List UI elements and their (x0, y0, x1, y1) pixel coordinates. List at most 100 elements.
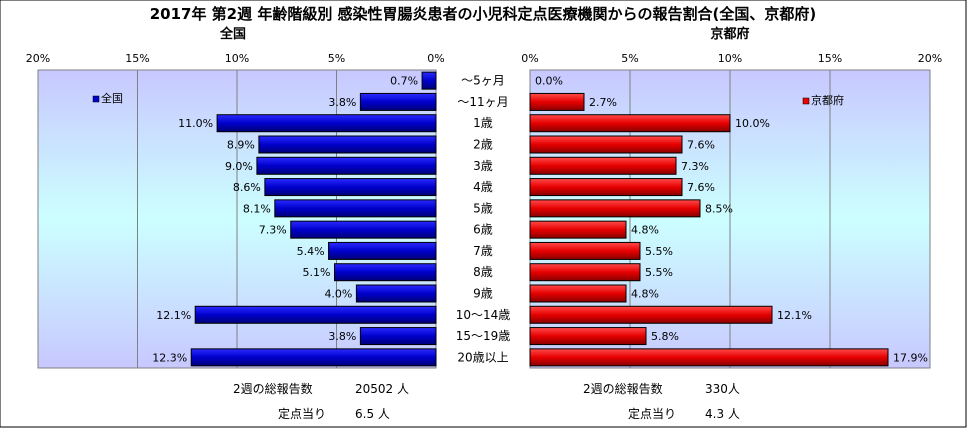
kyoto-legend: 京都府 (802, 93, 844, 107)
national-tick-label: 20% (26, 52, 50, 65)
age-category-labels: ～5ヶ月 ～11ヶ月 1歳 2歳 3歳 4歳 5歳 6歳 7歳 8歳 9歳 10～14歳 15～19歳 2… (456, 74, 511, 365)
kyoto-tick-label: 20% (918, 52, 942, 65)
kyoto-value-label: 7.6% (687, 181, 715, 194)
kyoto-value-label: 2.7% (589, 96, 617, 109)
kyoto-legend-swatch (802, 97, 810, 105)
national-legend: 全国 (92, 91, 123, 105)
national-total-value: 20502 人 (355, 382, 409, 396)
kyoto-tick-label: 5% (621, 52, 638, 65)
national-bar (355, 284, 437, 303)
kyoto-value-label: 0.0% (535, 75, 563, 88)
national-value-label: 8.1% (243, 202, 271, 215)
age-category-label: 10～14歳 (456, 308, 511, 322)
kyoto-summary: 2週の総報告数 330人 定点当り 4.3 人 (583, 381, 740, 421)
national-bar (334, 263, 437, 282)
kyoto-per-value: 4.3 人 (705, 407, 740, 421)
national-value-label: 11.0% (178, 117, 213, 130)
national-bars: 0.7% 3.8% 11.0% 8.9% 9.0% 8.6% 8.1% 7.3% 5.4% 5.1… (152, 71, 437, 367)
national-tick-label: 5% (328, 52, 345, 65)
national-bar (274, 199, 437, 218)
kyoto-tick-label: 0% (521, 52, 538, 65)
national-value-label: 4.0% (324, 288, 352, 301)
national-axis-ticks: 20% 15% 10% 5% 0% (26, 52, 445, 65)
kyoto-bar (529, 199, 701, 218)
age-category-label: 20歳以上 (457, 350, 508, 364)
kyoto-value-label: 8.5% (705, 202, 733, 215)
national-bar (194, 305, 437, 324)
national-bar (258, 135, 437, 154)
national-value-label: 8.9% (227, 139, 255, 152)
kyoto-value-label: 10.0% (735, 117, 770, 130)
kyoto-value-label: 5.5% (645, 245, 673, 258)
kyoto-bar (529, 220, 627, 239)
kyoto-panel: 0% 5% 10% 15% 20% 0.0% 2.7% 10.0% 7.6% 7.3% 7.6% 8… (521, 26, 942, 369)
kyoto-bar (529, 327, 647, 346)
national-per-value: 6.5 人 (355, 407, 390, 421)
national-bar (190, 348, 437, 367)
national-bar (359, 92, 437, 111)
national-legend-label: 全国 (101, 91, 123, 105)
kyoto-per-label: 定点当り (628, 406, 676, 421)
national-value-label: 3.8% (328, 96, 356, 109)
kyoto-total-value: 330人 (705, 382, 740, 396)
kyoto-value-label: 12.1% (777, 309, 812, 322)
national-value-label: 9.0% (225, 160, 253, 173)
kyoto-bar (529, 114, 731, 133)
national-value-label: 12.3% (152, 351, 187, 364)
national-value-label: 5.1% (303, 266, 331, 279)
kyoto-bar (529, 241, 641, 260)
kyoto-bar (529, 284, 627, 303)
chart-title: 2017年 第2週 年齢階級別 感染性胃腸炎患者の小児科定点医療機関からの報告割… (150, 5, 817, 23)
national-panel: 20% 15% 10% 5% 0% 0.7% 3.8% 11.0% 8.9% 9.0% 8.6% 8… (26, 26, 445, 369)
age-category-label: ～5ヶ月 (461, 74, 505, 88)
age-category-label: 1歳 (473, 116, 493, 130)
national-bar (328, 241, 437, 260)
kyoto-tick-label: 10% (718, 52, 742, 65)
age-category-label: 3歳 (473, 159, 493, 173)
national-bar (359, 327, 437, 346)
age-category-label: ～11ヶ月 (457, 95, 508, 109)
age-category-label: 9歳 (473, 287, 493, 301)
national-bar (290, 220, 437, 239)
kyoto-legend-label: 京都府 (811, 93, 844, 107)
kyoto-bar (529, 305, 773, 324)
kyoto-value-label: 4.8% (631, 224, 659, 237)
national-value-label: 7.3% (259, 224, 287, 237)
kyoto-bar (529, 156, 677, 175)
kyoto-value-label: 5.8% (651, 330, 679, 343)
age-category-label: 8歳 (473, 265, 493, 279)
age-category-label: 2歳 (473, 138, 493, 152)
kyoto-bar (529, 263, 641, 282)
national-bar (421, 71, 437, 90)
national-value-label: 12.1% (156, 309, 191, 322)
national-bar (256, 156, 437, 175)
national-total-label: 2週の総報告数 (233, 381, 313, 396)
national-panel-title: 全国 (219, 26, 246, 42)
kyoto-value-label: 7.3% (681, 160, 709, 173)
kyoto-tick-label: 15% (818, 52, 842, 65)
age-category-label: 5歳 (473, 201, 493, 215)
age-category-label: 6歳 (473, 223, 493, 237)
kyoto-axis-ticks: 0% 5% 10% 15% 20% (521, 52, 942, 65)
age-category-label: 7歳 (473, 244, 493, 258)
kyoto-bar (529, 135, 683, 154)
age-category-label: 4歳 (473, 180, 493, 194)
kyoto-bars: 0.0% 2.7% 10.0% 7.6% 7.3% 7.6% 8.5% 4.8% 5.5% 5.5… (529, 75, 928, 367)
kyoto-total-label: 2週の総報告数 (583, 381, 663, 396)
national-bar (216, 114, 437, 133)
kyoto-bar (529, 178, 683, 197)
kyoto-value-label: 4.8% (631, 288, 659, 301)
national-value-label: 5.4% (297, 245, 325, 258)
national-legend-swatch (92, 95, 100, 103)
national-bar (264, 178, 437, 197)
national-per-label: 定点当り (278, 406, 326, 421)
kyoto-panel-title: 京都府 (710, 26, 749, 42)
national-value-label: 3.8% (328, 330, 356, 343)
age-category-label: 15～19歳 (456, 329, 511, 343)
national-summary: 2週の総報告数 20502 人 定点当り 6.5 人 (233, 381, 409, 421)
national-value-label: 0.7% (390, 75, 418, 88)
kyoto-bar (529, 348, 889, 367)
national-tick-label: 15% (125, 52, 149, 65)
